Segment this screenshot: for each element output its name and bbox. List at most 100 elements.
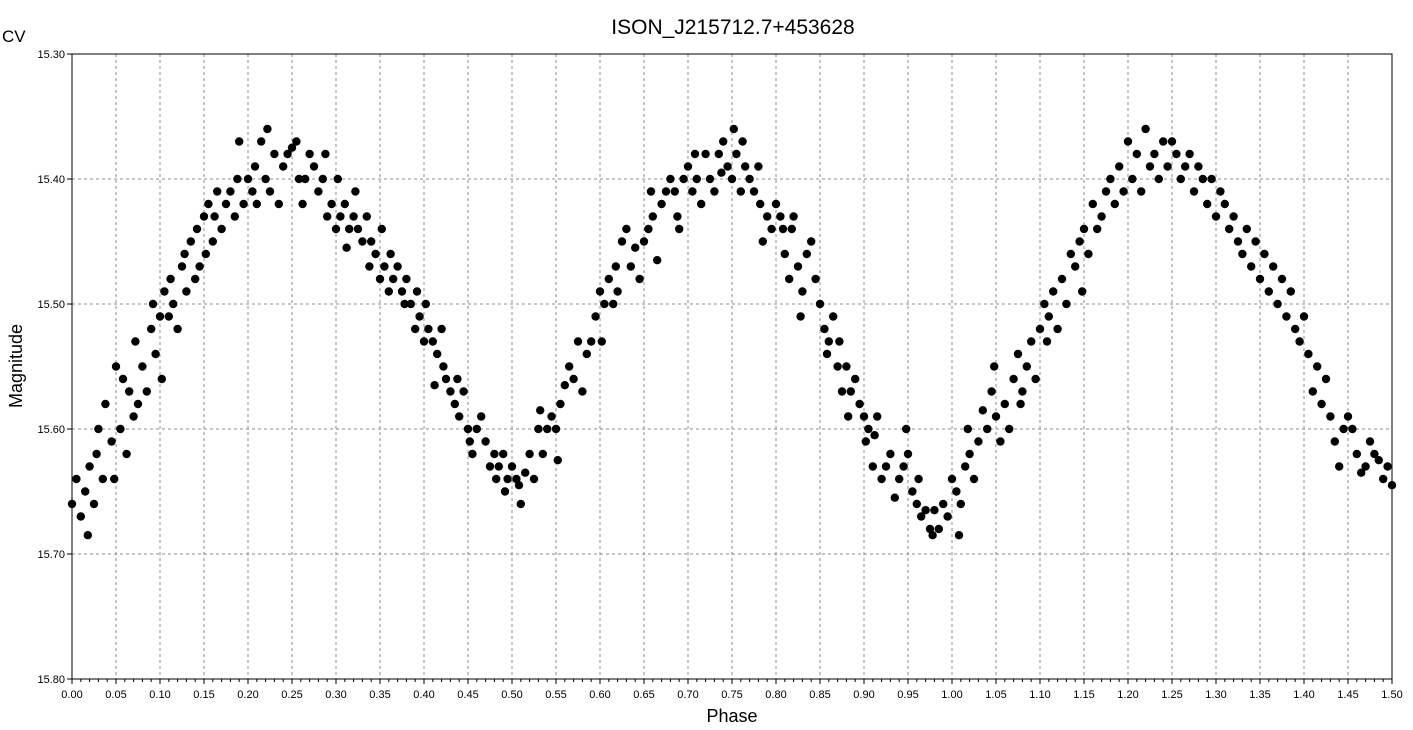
data-point [595, 287, 605, 296]
data-point [459, 387, 468, 396]
data-point [1057, 274, 1067, 284]
data-point [1269, 262, 1278, 271]
data-point [952, 487, 961, 496]
data-point [397, 287, 407, 296]
data-point [148, 299, 158, 309]
data-point [657, 199, 666, 209]
data-point [503, 474, 512, 484]
x-tick-label: 0.05 [105, 689, 126, 701]
data-point [477, 412, 486, 421]
data-point [107, 437, 116, 446]
data-point [321, 149, 330, 159]
data-point [439, 362, 448, 371]
data-point [573, 337, 583, 346]
data-point [298, 199, 307, 209]
data-point [1238, 249, 1247, 259]
data-point [1159, 137, 1168, 146]
data-point [648, 212, 657, 221]
data-point [692, 174, 701, 184]
data-point [1335, 462, 1344, 471]
data-point [1313, 362, 1322, 371]
data-point [864, 424, 873, 434]
x-tick-label: 1.00 [941, 689, 962, 701]
x-tick-label: 0.30 [325, 689, 346, 701]
data-point [807, 237, 816, 246]
data-point [345, 224, 354, 234]
data-point [375, 274, 385, 284]
data-point [1387, 481, 1397, 490]
data-point [551, 424, 561, 434]
data-point [1229, 212, 1238, 221]
x-tick-label: 0.90 [853, 689, 874, 701]
data-point [736, 187, 745, 196]
data-point [213, 187, 222, 196]
data-point [1128, 174, 1137, 184]
data-point [1075, 237, 1084, 246]
data-point [1194, 162, 1203, 171]
data-point [683, 162, 693, 171]
data-point [1022, 362, 1031, 371]
data-points [67, 124, 1397, 540]
data-point [870, 431, 879, 440]
data-point [1321, 374, 1331, 384]
data-point [340, 199, 349, 209]
data-point [226, 187, 235, 196]
data-point [569, 374, 578, 384]
data-point [1093, 224, 1102, 234]
data-point [157, 374, 166, 384]
data-point [1273, 299, 1282, 309]
data-point [92, 449, 101, 459]
data-point [1078, 287, 1087, 296]
data-point [1352, 449, 1362, 459]
data-point [89, 499, 99, 509]
band-label: CV [2, 27, 26, 46]
data-point [868, 462, 877, 471]
data-point [252, 199, 261, 209]
data-point [1181, 162, 1190, 171]
data-point [1295, 337, 1304, 346]
data-point [1016, 399, 1025, 409]
x-tick-label: 1.50 [1381, 689, 1402, 701]
data-point [851, 374, 860, 384]
data-point [1330, 437, 1340, 446]
data-point [166, 274, 175, 284]
data-point [430, 381, 439, 390]
data-point [204, 199, 213, 209]
data-point [912, 499, 921, 509]
data-point [1053, 324, 1062, 334]
x-tick-label: 1.25 [1161, 689, 1182, 701]
data-point [239, 199, 248, 209]
data-point [600, 299, 609, 309]
data-point [1225, 224, 1234, 234]
x-tick-label: 0.20 [237, 689, 258, 701]
data-point [796, 312, 805, 321]
data-point [778, 224, 788, 234]
data-point [639, 237, 649, 246]
data-point [362, 212, 371, 221]
data-point [1066, 249, 1076, 259]
data-point [270, 149, 279, 159]
data-point [525, 449, 534, 459]
data-point [714, 149, 723, 159]
data-point [1084, 249, 1093, 259]
data-point [824, 337, 833, 346]
data-point [424, 324, 433, 334]
data-point [538, 449, 547, 459]
data-point [822, 349, 832, 359]
data-point [1291, 324, 1300, 334]
data-point [1079, 224, 1089, 234]
data-point [1286, 287, 1296, 296]
data-point [110, 474, 119, 484]
data-point [492, 474, 501, 484]
x-tick-label: 0.40 [413, 689, 434, 701]
data-point [890, 493, 899, 502]
x-tick-label: 0.80 [765, 689, 786, 701]
data-point [1326, 412, 1335, 421]
data-point [914, 474, 923, 484]
data-point [72, 474, 81, 484]
data-point [1115, 162, 1124, 171]
data-point [437, 324, 446, 334]
data-point [186, 237, 195, 246]
data-point [1172, 149, 1181, 159]
